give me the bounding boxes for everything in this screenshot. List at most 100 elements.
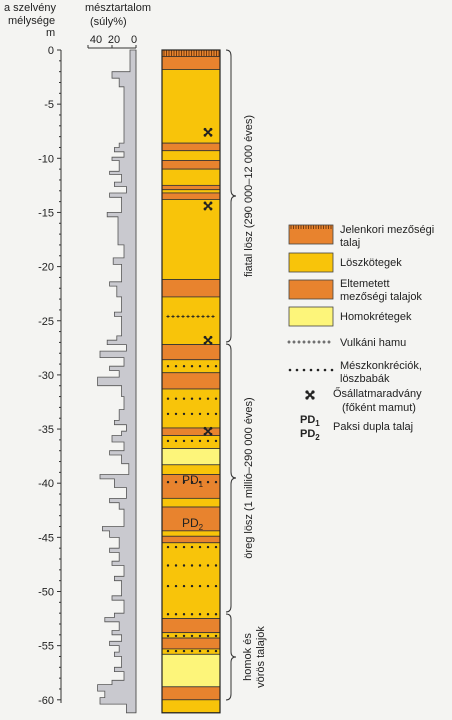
- depth-tick-label: 0: [48, 45, 54, 57]
- ash-cross: [206, 314, 210, 319]
- legend-ash-cross: [297, 340, 301, 344]
- legend-concretion-dot: [302, 368, 306, 372]
- concretion-dot: [190, 649, 194, 653]
- depth-tick-label: -15: [38, 207, 54, 219]
- legend-ash-cross: [317, 340, 321, 344]
- concretion-dot: [166, 634, 170, 638]
- layer-buried: [161, 686, 221, 701]
- fossil-icon-knob: [203, 335, 207, 339]
- concretion-dot: [174, 397, 178, 400]
- legend-sand: Homokrétegek: [288, 306, 412, 327]
- concretion-dot: [198, 439, 202, 443]
- depth-title-line1: a szelvény: [4, 2, 56, 14]
- legend-modern-soil-line1: Jelenkori mezőségi: [340, 224, 434, 236]
- ash-cross: [186, 314, 190, 319]
- concretion-dot: [198, 613, 202, 616]
- depth-tick-label: -20: [38, 262, 54, 274]
- layer-loess: [161, 150, 221, 161]
- legend-fossil: Ősállatmaradvány (főként mamut): [305, 386, 422, 414]
- legend-ash-label: Vulkáni hamu: [340, 337, 406, 349]
- legend-concretion: Mészkonkréciók, löszbabák: [288, 360, 422, 385]
- concretion-dot: [206, 480, 210, 484]
- legend-ash-cross: [307, 340, 311, 344]
- legend-pd: PD1 PD2 Paksi dupla talaj: [300, 414, 413, 442]
- concretion-dot: [198, 634, 202, 638]
- legend-ash-cross: [287, 340, 291, 344]
- legend-concretion-dot: [295, 368, 299, 372]
- layer-loess: [161, 530, 221, 537]
- concretion-dot: [198, 649, 202, 653]
- legend-concretion-dot: [316, 368, 320, 372]
- concretion-dot: [166, 545, 170, 549]
- column-outline: [161, 49, 221, 714]
- concretion-dot: [182, 545, 186, 549]
- legend-loess: Löszkötegek: [288, 252, 402, 273]
- concretion-dot: [198, 412, 202, 416]
- legend-concretion-line1: Mészkonkréciók,: [340, 360, 422, 372]
- fossil-icon-knob: [209, 133, 213, 137]
- layer-loess: [161, 388, 221, 429]
- layer-buried: [161, 372, 221, 390]
- young-loess-label: fiatal lösz (290 000–12 000 éves): [243, 115, 255, 277]
- concretion-dot: [182, 564, 186, 567]
- concretion-dot: [206, 584, 210, 588]
- concretion-dot: [190, 480, 194, 484]
- fossil-icon: [203, 127, 213, 137]
- concretion-dot: [166, 397, 170, 400]
- depth-tick-label: -30: [38, 370, 54, 382]
- lime-title-line1: mésztartalom: [85, 2, 151, 14]
- legend-sand-label: Homokrétegek: [340, 311, 412, 323]
- concretion-dot: [174, 365, 178, 368]
- layer-buried: [161, 618, 221, 634]
- concretion-dot: [182, 584, 186, 588]
- concretion-dot: [214, 649, 218, 653]
- concretion-dot: [206, 613, 210, 616]
- lime-tick-20: 20: [108, 34, 120, 46]
- concretion-dot: [206, 634, 210, 638]
- concretion-dot: [166, 439, 170, 443]
- depth-tick-label: -45: [38, 532, 54, 544]
- concretion-dot: [214, 545, 218, 549]
- fossil-icon-knob: [209, 201, 213, 205]
- column-markers: [166, 127, 218, 653]
- legend-concretion-dot: [288, 368, 292, 372]
- fossil-icon-stroke: [204, 427, 212, 436]
- layer-loess: [161, 542, 221, 619]
- concretion-dot: [198, 480, 202, 484]
- depth-tick-label: -10: [38, 153, 54, 165]
- ash-cross: [171, 314, 175, 319]
- concretion-dot: [214, 365, 218, 368]
- concretion-dot: [174, 634, 178, 638]
- concretion-dot: [198, 545, 202, 549]
- layer-buried: [161, 279, 221, 298]
- lime-profile: [97, 49, 137, 714]
- concretion-dot: [198, 564, 202, 567]
- concretion-dot: [214, 634, 218, 638]
- concretion-dot: [198, 584, 202, 588]
- concretion-dot: [198, 397, 202, 400]
- layer-buried: [161, 142, 221, 152]
- legend-buried-line1: Eltemetett: [340, 278, 390, 290]
- fossil-icon-knob: [209, 341, 213, 345]
- layer-buried: [161, 637, 221, 650]
- depth-tick-label: -60: [38, 695, 54, 707]
- layer-loess: [161, 168, 221, 186]
- concretion-dot: [174, 584, 178, 588]
- concretion-dot: [174, 480, 178, 484]
- fossil-icon-knob: [203, 133, 207, 137]
- legend-pd-text: Paksi dupla talaj: [333, 421, 413, 433]
- pd1-column-label: PD1: [182, 473, 204, 489]
- concretion-dot: [190, 439, 194, 443]
- fossil-icon-knob: [203, 201, 207, 205]
- depth-tick-label: -50: [38, 587, 54, 599]
- legend-pd2-label: PD2: [300, 428, 320, 442]
- concretion-dot: [190, 412, 194, 416]
- concretion-dot: [174, 439, 178, 443]
- concretion-dot: [174, 412, 178, 416]
- legend-pd1-label: PD1: [300, 414, 320, 428]
- concretion-dot: [206, 365, 210, 368]
- concretion-dot: [214, 397, 218, 400]
- concretion-dot: [206, 412, 210, 416]
- depth-ticks: 0 -5 -10 -15 -20 -25 -30 -35 -40 -45 -50 -55 -60: [38, 45, 61, 707]
